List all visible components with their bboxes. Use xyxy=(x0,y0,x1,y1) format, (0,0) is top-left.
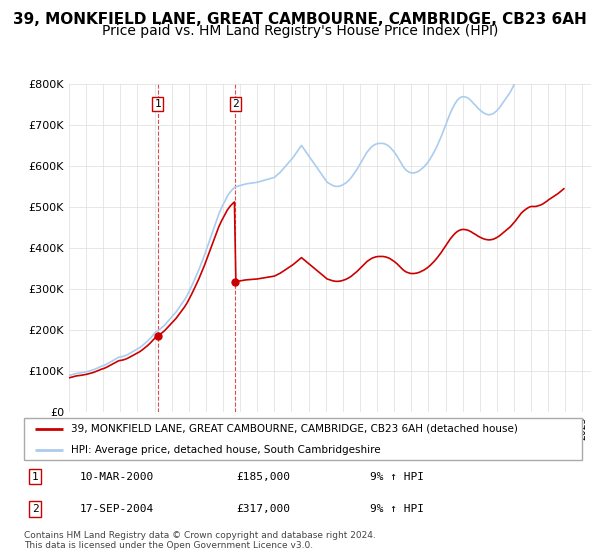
Text: 39, MONKFIELD LANE, GREAT CAMBOURNE, CAMBRIDGE, CB23 6AH (detached house): 39, MONKFIELD LANE, GREAT CAMBOURNE, CAM… xyxy=(71,424,518,434)
Text: 2: 2 xyxy=(232,99,239,109)
Text: Price paid vs. HM Land Registry's House Price Index (HPI): Price paid vs. HM Land Registry's House … xyxy=(102,24,498,38)
Text: £185,000: £185,000 xyxy=(236,472,290,482)
Text: 39, MONKFIELD LANE, GREAT CAMBOURNE, CAMBRIDGE, CB23 6AH: 39, MONKFIELD LANE, GREAT CAMBOURNE, CAM… xyxy=(13,12,587,27)
Text: 1: 1 xyxy=(32,472,38,482)
Text: 2: 2 xyxy=(32,504,38,514)
Text: Contains HM Land Registry data © Crown copyright and database right 2024.
This d: Contains HM Land Registry data © Crown c… xyxy=(24,531,376,550)
FancyBboxPatch shape xyxy=(24,418,582,460)
Text: HPI: Average price, detached house, South Cambridgeshire: HPI: Average price, detached house, Sout… xyxy=(71,445,381,455)
Text: £317,000: £317,000 xyxy=(236,504,290,514)
Text: 9% ↑ HPI: 9% ↑ HPI xyxy=(370,504,424,514)
Text: 9% ↑ HPI: 9% ↑ HPI xyxy=(370,472,424,482)
Text: 17-SEP-2004: 17-SEP-2004 xyxy=(80,504,154,514)
Text: 1: 1 xyxy=(154,99,161,109)
Text: 10-MAR-2000: 10-MAR-2000 xyxy=(80,472,154,482)
